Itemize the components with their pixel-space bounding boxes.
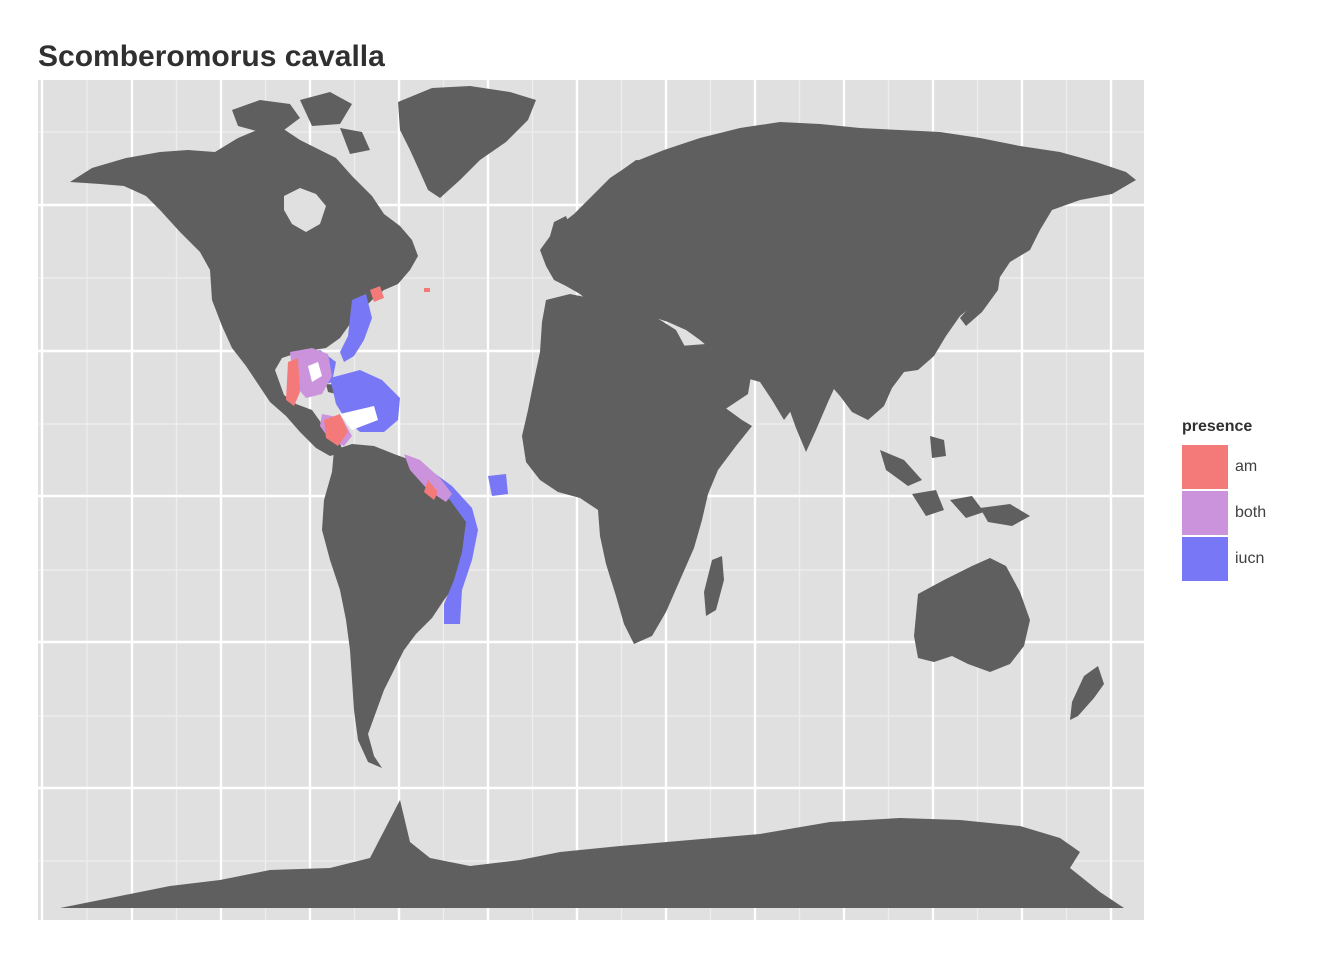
legend-label-am: am [1235,458,1258,475]
arctic-islands [232,92,370,154]
gulf-interior-gap [308,362,322,382]
antarctica-landmass [60,800,1124,908]
southeast-asia-islands [880,436,1030,526]
caribbean-interior-gap [340,406,378,430]
south-america-landmass [322,444,476,768]
africa-landmass [522,294,752,644]
iucn-range-us-atlantic [340,294,372,362]
land-masses [60,86,1136,908]
australia-landmass [914,558,1030,672]
scandinavia [600,160,660,220]
legend-item-both: both [1182,490,1266,536]
both-range-north-brazil [404,454,452,502]
legend-item-am: am [1182,444,1266,490]
legend-swatch-iucn [1182,536,1228,582]
presence-legend: presence am both iucn [1182,418,1266,582]
am-range-mexico-gulf [286,358,300,406]
eurasia-landmass [540,122,1136,420]
hudson-bay [284,188,326,232]
legend-label-iucn: iucn [1235,550,1265,567]
am-range-new-england [370,286,384,302]
new-zealand [1070,666,1104,720]
iucn-range-st-peter-paul-rocks [488,474,508,496]
british-isles [550,216,572,252]
map-title: Scomberomorus cavalla [38,40,385,73]
legend-swatch-am [1182,444,1228,490]
north-america-landmass [70,128,418,456]
greenland-landmass [398,86,536,198]
japan [960,250,1002,326]
legend-item-iucn: iucn [1182,536,1266,582]
am-range-venezuela [424,480,438,500]
presence-overlay [286,286,508,624]
baja-california [254,338,282,400]
legend-swatch-both [1182,490,1228,536]
am-range-yucatan [324,414,348,446]
iucn-range-brazil [430,470,478,624]
am-range-atlantic-offshore [424,288,430,292]
legend-title: presence [1182,418,1253,435]
madagascar [704,556,724,616]
legend-label-both: both [1235,504,1267,521]
indian-subcontinent [780,354,838,452]
